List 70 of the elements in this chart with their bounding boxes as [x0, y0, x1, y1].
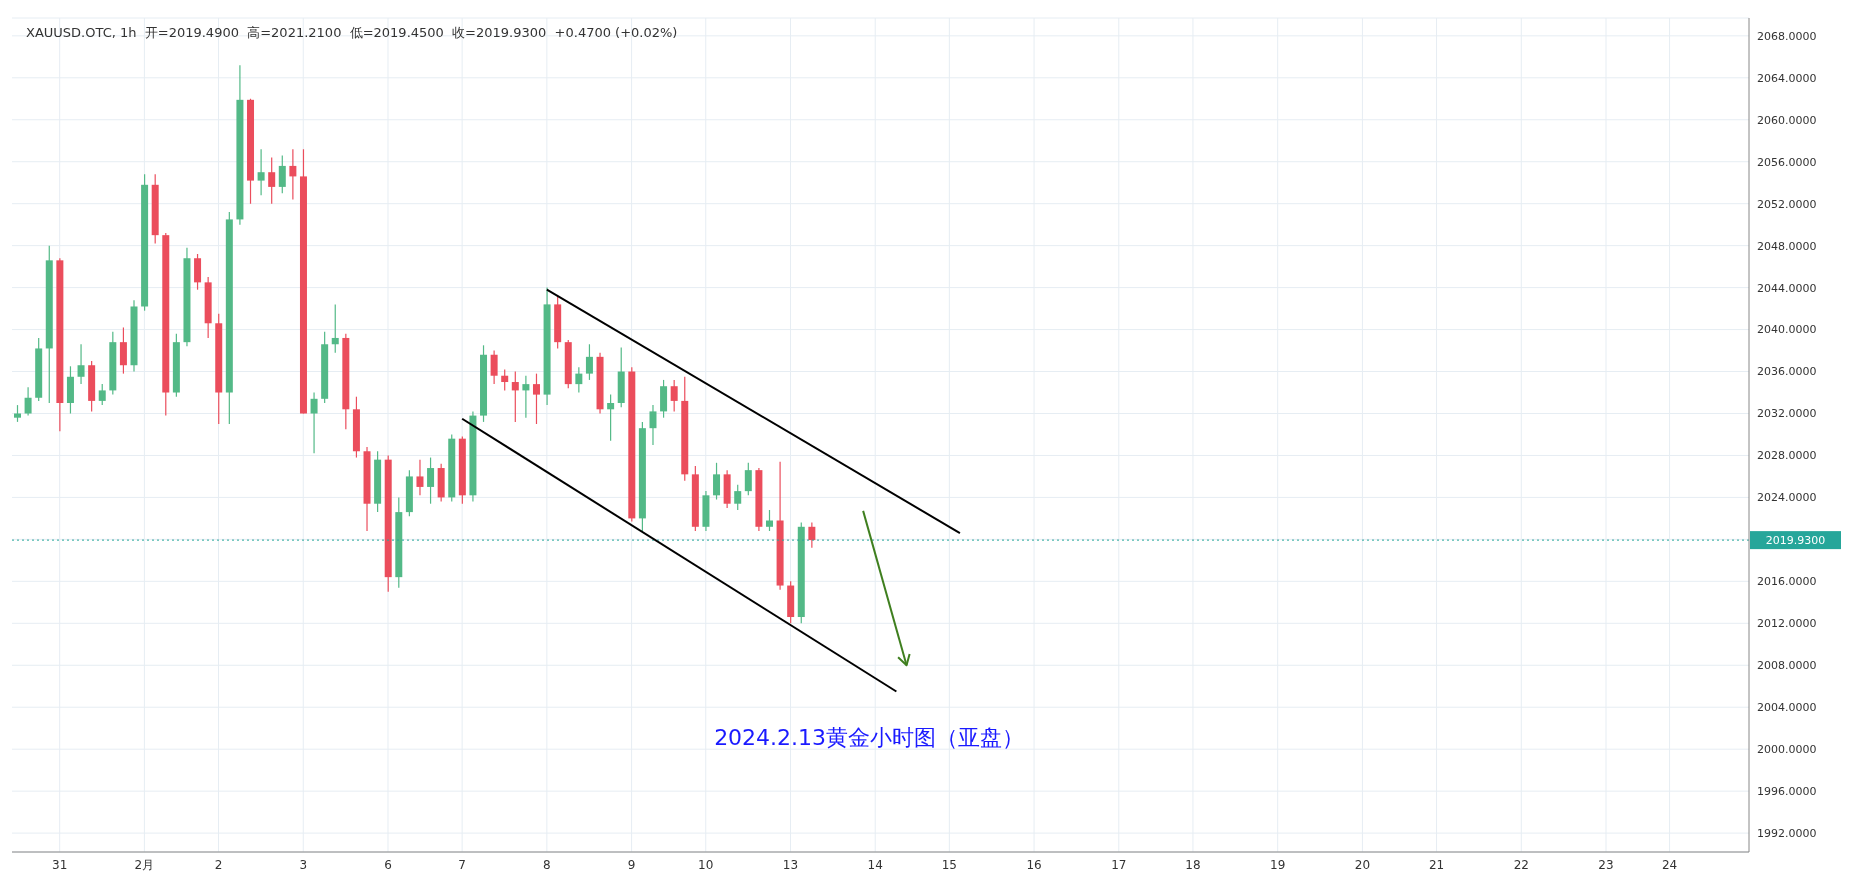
candlestick	[670, 379, 678, 412]
y-tick-label: 2004.0000	[1757, 701, 1817, 715]
x-tick-label: 23	[1598, 857, 1614, 872]
candlestick	[268, 156, 276, 205]
x-tick-label: 20	[1354, 857, 1371, 872]
x-tick-label: 19	[1270, 857, 1286, 872]
y-tick-label: 2064.0000	[1757, 71, 1817, 85]
x-tick-label: 9	[627, 857, 636, 872]
y-tick-label: 2024.0000	[1757, 491, 1817, 505]
x-tick-label: 8	[543, 857, 551, 872]
y-tick-label: 2008.0000	[1757, 659, 1817, 673]
x-tick-label: 21	[1428, 857, 1445, 872]
x-tick-label: 7	[458, 857, 466, 872]
y-tick-label: 2044.0000	[1757, 281, 1817, 295]
candlestick	[490, 349, 498, 385]
annotation: 2024.2.13黄金小时图（亚盘）	[714, 724, 1025, 752]
y-tick-label: 2028.0000	[1757, 449, 1817, 463]
candlestick	[77, 343, 85, 385]
candlestick	[808, 522, 816, 549]
candlestick	[416, 459, 424, 496]
ref-line-label: 2019.9300	[1765, 534, 1826, 548]
candlestick	[607, 394, 615, 442]
y-tick-label: 2012.0000	[1757, 617, 1817, 631]
candlestick	[744, 462, 752, 496]
y-tick-label: 1992.0000	[1757, 827, 1817, 841]
x-tick-label: 14	[867, 857, 883, 872]
x-tick-label: 2月	[134, 857, 155, 872]
y-tick-label: 2060.0000	[1757, 113, 1817, 127]
x-tick-label: 22	[1513, 857, 1529, 872]
x-tick-label: 17	[1111, 857, 1127, 872]
candlestick	[427, 456, 435, 505]
x-tick-label: 3	[299, 857, 308, 872]
candlestick	[585, 343, 593, 381]
text: XAUUSD.OTC, 1h 开=2019.4900 高=2021.2100 低=2019.4500 收=2019.9300 +0.4700 (+0.02%)	[26, 24, 678, 42]
candlestick	[522, 375, 530, 419]
candlestick	[734, 484, 742, 511]
y-tick-label: 2048.0000	[1757, 239, 1817, 253]
candlestick	[98, 383, 106, 406]
y-tick-label: 2040.0000	[1757, 323, 1817, 337]
x-tick-label: 24	[1661, 857, 1678, 872]
candlestick	[24, 386, 32, 417]
y-tick-label: 2000.0000	[1757, 743, 1817, 757]
x-tick-label: 10	[698, 857, 714, 872]
x-tick-label: 16	[1026, 857, 1042, 872]
candlestick	[765, 509, 773, 532]
y-tick-label: 2056.0000	[1757, 155, 1817, 169]
y-tick-label: 2032.0000	[1757, 407, 1817, 421]
candlestick	[289, 148, 297, 201]
y-tick-label: 1996.0000	[1757, 785, 1817, 799]
candlestick	[278, 154, 286, 194]
candlestick	[649, 404, 657, 446]
candlestick	[511, 370, 519, 423]
y-tick-label: 2036.0000	[1757, 365, 1817, 379]
candlestick	[501, 368, 509, 392]
x-tick-label: 2	[214, 857, 223, 872]
candlestick	[310, 391, 318, 454]
candlestick	[119, 326, 127, 375]
candlestick	[575, 366, 583, 394]
y-tick-label: 2052.0000	[1757, 197, 1817, 211]
candlestick	[532, 373, 540, 425]
x-tick-label: 13	[782, 857, 799, 872]
candlestick	[713, 462, 721, 501]
y-tick-label: 2068.0000	[1757, 29, 1817, 43]
candlestick	[257, 148, 265, 196]
x-tick-label: 15	[941, 857, 957, 872]
candlestick	[331, 303, 339, 354]
x-tick-label: 31	[52, 857, 68, 872]
x-tick-label: 18	[1185, 857, 1201, 872]
y-tick-label: 2016.0000	[1757, 575, 1817, 589]
x-tick-label: 6	[384, 857, 392, 872]
